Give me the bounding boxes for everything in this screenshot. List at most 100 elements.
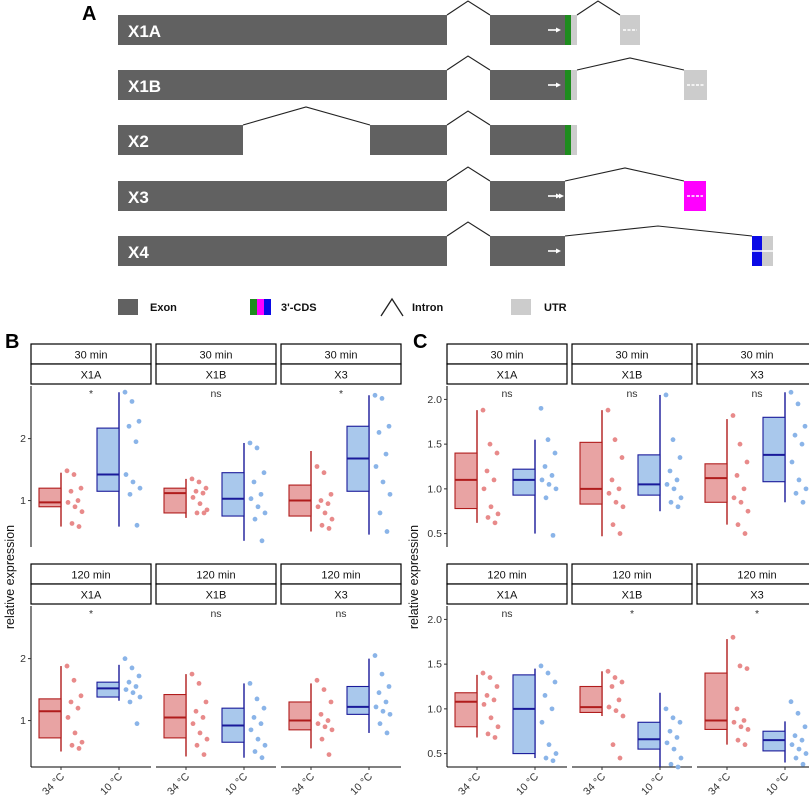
data-point [543, 495, 549, 501]
data-point [130, 479, 136, 485]
data-point [200, 490, 206, 496]
box-iqr [221, 472, 245, 517]
data-point [668, 761, 674, 767]
y-tick-label: 0.5 [427, 528, 442, 540]
box-iqr [512, 468, 536, 496]
data-point [68, 699, 74, 705]
data-point [373, 464, 379, 469]
data-point [549, 706, 555, 712]
significance-label: * [755, 608, 759, 620]
data-point [247, 440, 253, 446]
data-point [133, 439, 139, 445]
intron-line [446, 0, 491, 16]
data-point [194, 510, 200, 516]
x-tick-label: 34 °C [165, 770, 192, 797]
data-point [803, 486, 809, 492]
data-point [255, 736, 261, 742]
exon [490, 125, 565, 155]
strip-time-label: 120 min [612, 570, 651, 582]
data-point [484, 693, 490, 698]
data-point [735, 737, 741, 743]
data-point [201, 510, 207, 516]
data-point [492, 735, 498, 740]
data-point [193, 488, 199, 494]
data-point [793, 755, 799, 761]
data-point [664, 481, 670, 487]
data-point [322, 724, 328, 730]
data-point [383, 699, 389, 705]
y-tick-label: 1.0 [427, 483, 442, 495]
data-point [262, 742, 268, 748]
data-point [737, 663, 743, 669]
data-point [259, 538, 265, 544]
strip-isoform-box [446, 583, 568, 605]
data-point [68, 488, 74, 494]
data-point [487, 675, 493, 680]
data-point [789, 459, 795, 465]
data-point [315, 504, 321, 510]
significance-label: ns [501, 388, 512, 400]
data-point [553, 486, 559, 492]
facet-120min-x1a: 120 min X1A 0.5 1.0 1.5 2.0 ns 34 °C 10 °C [427, 563, 568, 798]
data-point [485, 731, 491, 737]
y-tick-label: 2 [20, 433, 26, 445]
data-point [71, 472, 77, 477]
data-point [742, 531, 748, 536]
data-point [321, 470, 327, 476]
data-point [248, 727, 254, 733]
data-point [136, 673, 142, 679]
strip-isoform-box [280, 583, 402, 605]
data-point [546, 481, 552, 487]
intron-line [446, 166, 491, 182]
data-point [71, 677, 77, 683]
data-point [620, 504, 626, 510]
data-point [262, 510, 268, 516]
data-point [674, 477, 680, 483]
x-tick-label: 34 °C [40, 770, 67, 797]
data-point [488, 715, 494, 721]
panel-c-boxplots: C relative expression 30 min X1A 0.5 1.0 1.5… [407, 331, 809, 798]
data-point [539, 719, 545, 725]
box-iqr [512, 674, 536, 755]
data-point [72, 730, 78, 736]
data-point [326, 526, 332, 531]
legend-intron-icon [380, 297, 404, 317]
box-iqr [163, 487, 187, 514]
data-point [386, 423, 392, 429]
data-point [129, 665, 135, 671]
data-point [668, 499, 674, 505]
isoform-row-x1a: X1A [118, 0, 640, 45]
strip-time-label: 120 min [487, 570, 526, 582]
data-point [261, 470, 267, 476]
data-point [550, 532, 556, 538]
data-point [329, 516, 335, 522]
data-point [549, 473, 555, 478]
strip-time-label: 30 min [324, 350, 357, 362]
data-point [789, 742, 795, 748]
data-point [613, 708, 619, 714]
data-point [737, 441, 743, 447]
data-point [65, 500, 71, 505]
cds-block [565, 15, 571, 45]
data-point [491, 477, 497, 483]
data-point [251, 715, 257, 720]
data-point [678, 495, 684, 501]
strip-isoform-label: X3 [750, 590, 763, 602]
data-point [76, 524, 82, 529]
data-point [372, 392, 378, 398]
data-point [800, 761, 806, 767]
data-point [792, 733, 798, 739]
facet-120min-x1b: 120 min X1B ns 34 °C 10 °C [155, 563, 277, 798]
data-point [741, 718, 747, 723]
box-iqr [579, 441, 603, 505]
data-point [671, 746, 677, 752]
facet-120min-x3: 120 min X3 ns 34 °C 10 °C [280, 563, 402, 798]
arrow-icon [556, 27, 561, 33]
data-point [203, 485, 209, 491]
data-point [792, 432, 798, 438]
facet-30min-x3: 30 min X3 ns [696, 343, 809, 536]
intron-line [446, 221, 491, 237]
data-point [322, 510, 328, 516]
data-point [793, 490, 799, 496]
